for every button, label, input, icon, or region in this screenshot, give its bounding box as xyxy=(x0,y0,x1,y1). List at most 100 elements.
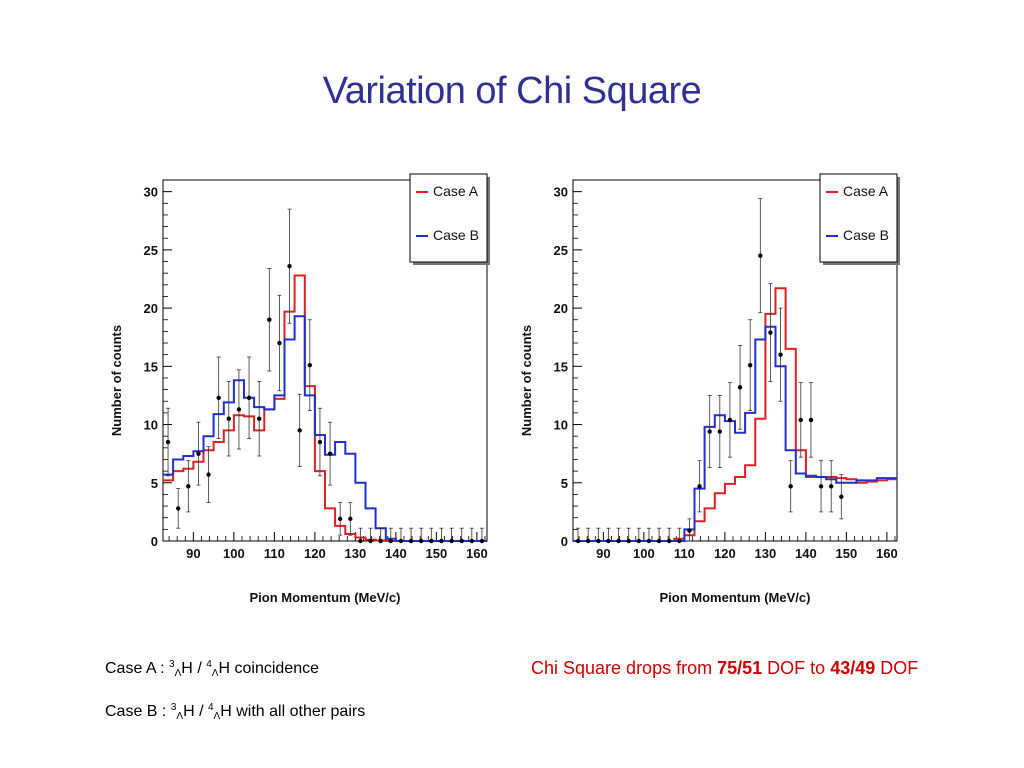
data-point xyxy=(429,527,434,544)
case-a-isotope-1-element: H xyxy=(181,660,193,677)
legend-box xyxy=(409,173,488,263)
data-point xyxy=(839,474,844,520)
x-tick-label: 160 xyxy=(876,546,898,561)
case-a-suffix: coincidence xyxy=(234,660,319,677)
data-point xyxy=(186,460,191,513)
data-point xyxy=(697,460,702,513)
data-point xyxy=(206,446,211,503)
data-point xyxy=(585,527,591,544)
y-tick-label: 0 xyxy=(151,534,158,549)
y-tick-label: 20 xyxy=(144,301,158,316)
data-point xyxy=(216,356,221,439)
chi-note-text-3: DOF xyxy=(880,658,919,678)
data-point xyxy=(165,407,171,477)
data-point xyxy=(256,381,262,457)
y-axis-title: Number of counts xyxy=(519,325,534,436)
data-point xyxy=(398,527,404,544)
y-axis-title: Number of counts xyxy=(109,325,124,436)
data-point xyxy=(727,382,733,458)
data-point xyxy=(378,527,383,544)
data-point xyxy=(388,527,394,544)
data-point xyxy=(687,518,692,542)
data-point xyxy=(646,527,652,544)
data-point xyxy=(616,527,621,544)
data-point xyxy=(808,382,814,458)
case-a-isotope-2-subscript: Λ xyxy=(211,668,219,679)
x-tick-label: 130 xyxy=(345,546,367,561)
case-b-definition: Case B : 3ΛH / 4ΛH with all other pairs xyxy=(105,691,365,734)
y-tick-label: 5 xyxy=(151,476,158,491)
data-point xyxy=(575,527,581,544)
data-point xyxy=(287,208,292,324)
data-point xyxy=(758,198,763,314)
y-tick-label: 30 xyxy=(554,185,568,200)
x-tick-label: 110 xyxy=(264,546,285,561)
data-point xyxy=(479,527,485,544)
case-a-isotope-1-mass: 3 xyxy=(169,659,175,670)
data-point xyxy=(317,407,323,477)
data-point xyxy=(418,527,424,544)
data-point xyxy=(717,395,723,469)
data-point xyxy=(788,460,793,513)
case-b-isotope-2-mass: 4 xyxy=(207,702,214,713)
x-tick-label: 90 xyxy=(186,546,200,561)
case-a-isotope-1-subscript: Λ xyxy=(174,668,182,679)
case-b-isotope-2-element: H xyxy=(220,703,232,720)
data-point xyxy=(246,356,252,439)
x-tick-label: 150 xyxy=(836,546,858,561)
legend-label: Case A xyxy=(433,183,479,199)
case-a-definition: Case A : 3ΛH / 4ΛH coincidence xyxy=(105,648,365,691)
data-point xyxy=(606,527,611,544)
case-b-separator: / xyxy=(199,703,204,720)
data-point xyxy=(297,393,302,467)
x-axis-title: Pion Momentum (MeV/c) xyxy=(660,590,811,605)
data-point xyxy=(307,319,313,411)
y-tick-label: 10 xyxy=(554,418,568,433)
x-tick-label: 100 xyxy=(633,546,655,561)
chi-note-value-after: 43/49 xyxy=(830,658,876,678)
data-point xyxy=(267,268,272,372)
y-tick-label: 25 xyxy=(554,243,568,258)
legend-box xyxy=(819,173,898,263)
histogram-case-comparison-right: 0 5 10 15 20 25 30 90 100 110 120 130 140 150 160 Case … xyxy=(510,158,926,618)
y-tick-label: 10 xyxy=(144,418,158,433)
slide-title: Variation of Chi Square xyxy=(322,70,702,112)
data-point xyxy=(818,460,824,513)
data-point xyxy=(459,527,464,544)
y-tick-label: 15 xyxy=(144,359,158,374)
x-tick-label: 150 xyxy=(426,546,448,561)
x-tick-label: 130 xyxy=(755,546,777,561)
case-b-suffix: with all other pairs xyxy=(236,703,366,720)
case-b-isotope-2-subscript: Λ xyxy=(213,711,221,722)
data-point xyxy=(277,294,282,392)
y-tick-label: 15 xyxy=(554,359,568,374)
data-point xyxy=(408,527,414,544)
x-tick-label: 100 xyxy=(223,546,245,561)
x-axis-title: Pion Momentum (MeV/c) xyxy=(250,590,401,605)
histogram-left-svg: 0 5 10 15 20 25 30 90 100 110 120 130 140 150 160 Case … xyxy=(109,173,490,605)
data-point xyxy=(596,527,601,544)
chi-square-note: Chi Square drops from 75/51 DOF to 43/49… xyxy=(531,656,951,681)
x-tick-label: 110 xyxy=(674,546,695,561)
case-a-separator: / xyxy=(197,660,202,677)
case-b-prefix: Case B : xyxy=(105,703,167,720)
data-point xyxy=(175,488,181,529)
data-point xyxy=(439,527,444,544)
chi-note-value-before: 75/51 xyxy=(717,658,763,678)
chi-note-text-2: DOF to xyxy=(767,658,826,678)
x-tick-label: 160 xyxy=(466,546,488,561)
data-point xyxy=(707,395,712,469)
x-tick-label: 140 xyxy=(795,546,817,561)
data-point xyxy=(656,527,662,544)
case-a-isotope-2-mass: 4 xyxy=(206,659,212,670)
legend-label: Case B xyxy=(433,227,479,243)
data-point xyxy=(636,527,642,544)
case-b-isotope-1-mass: 3 xyxy=(170,702,177,713)
data-point xyxy=(358,527,363,544)
y-tick-label: 25 xyxy=(144,243,158,258)
data-point xyxy=(469,527,475,544)
case-a-isotope-2-element: H xyxy=(218,660,231,677)
case-b-isotope-1-subscript: Λ xyxy=(176,711,184,722)
chi-note-text-1: Chi Square drops from xyxy=(531,658,713,678)
histogram-case-comparison-left: 0 5 10 15 20 25 30 90 100 110 120 130 140 150 160 Case … xyxy=(100,158,516,618)
